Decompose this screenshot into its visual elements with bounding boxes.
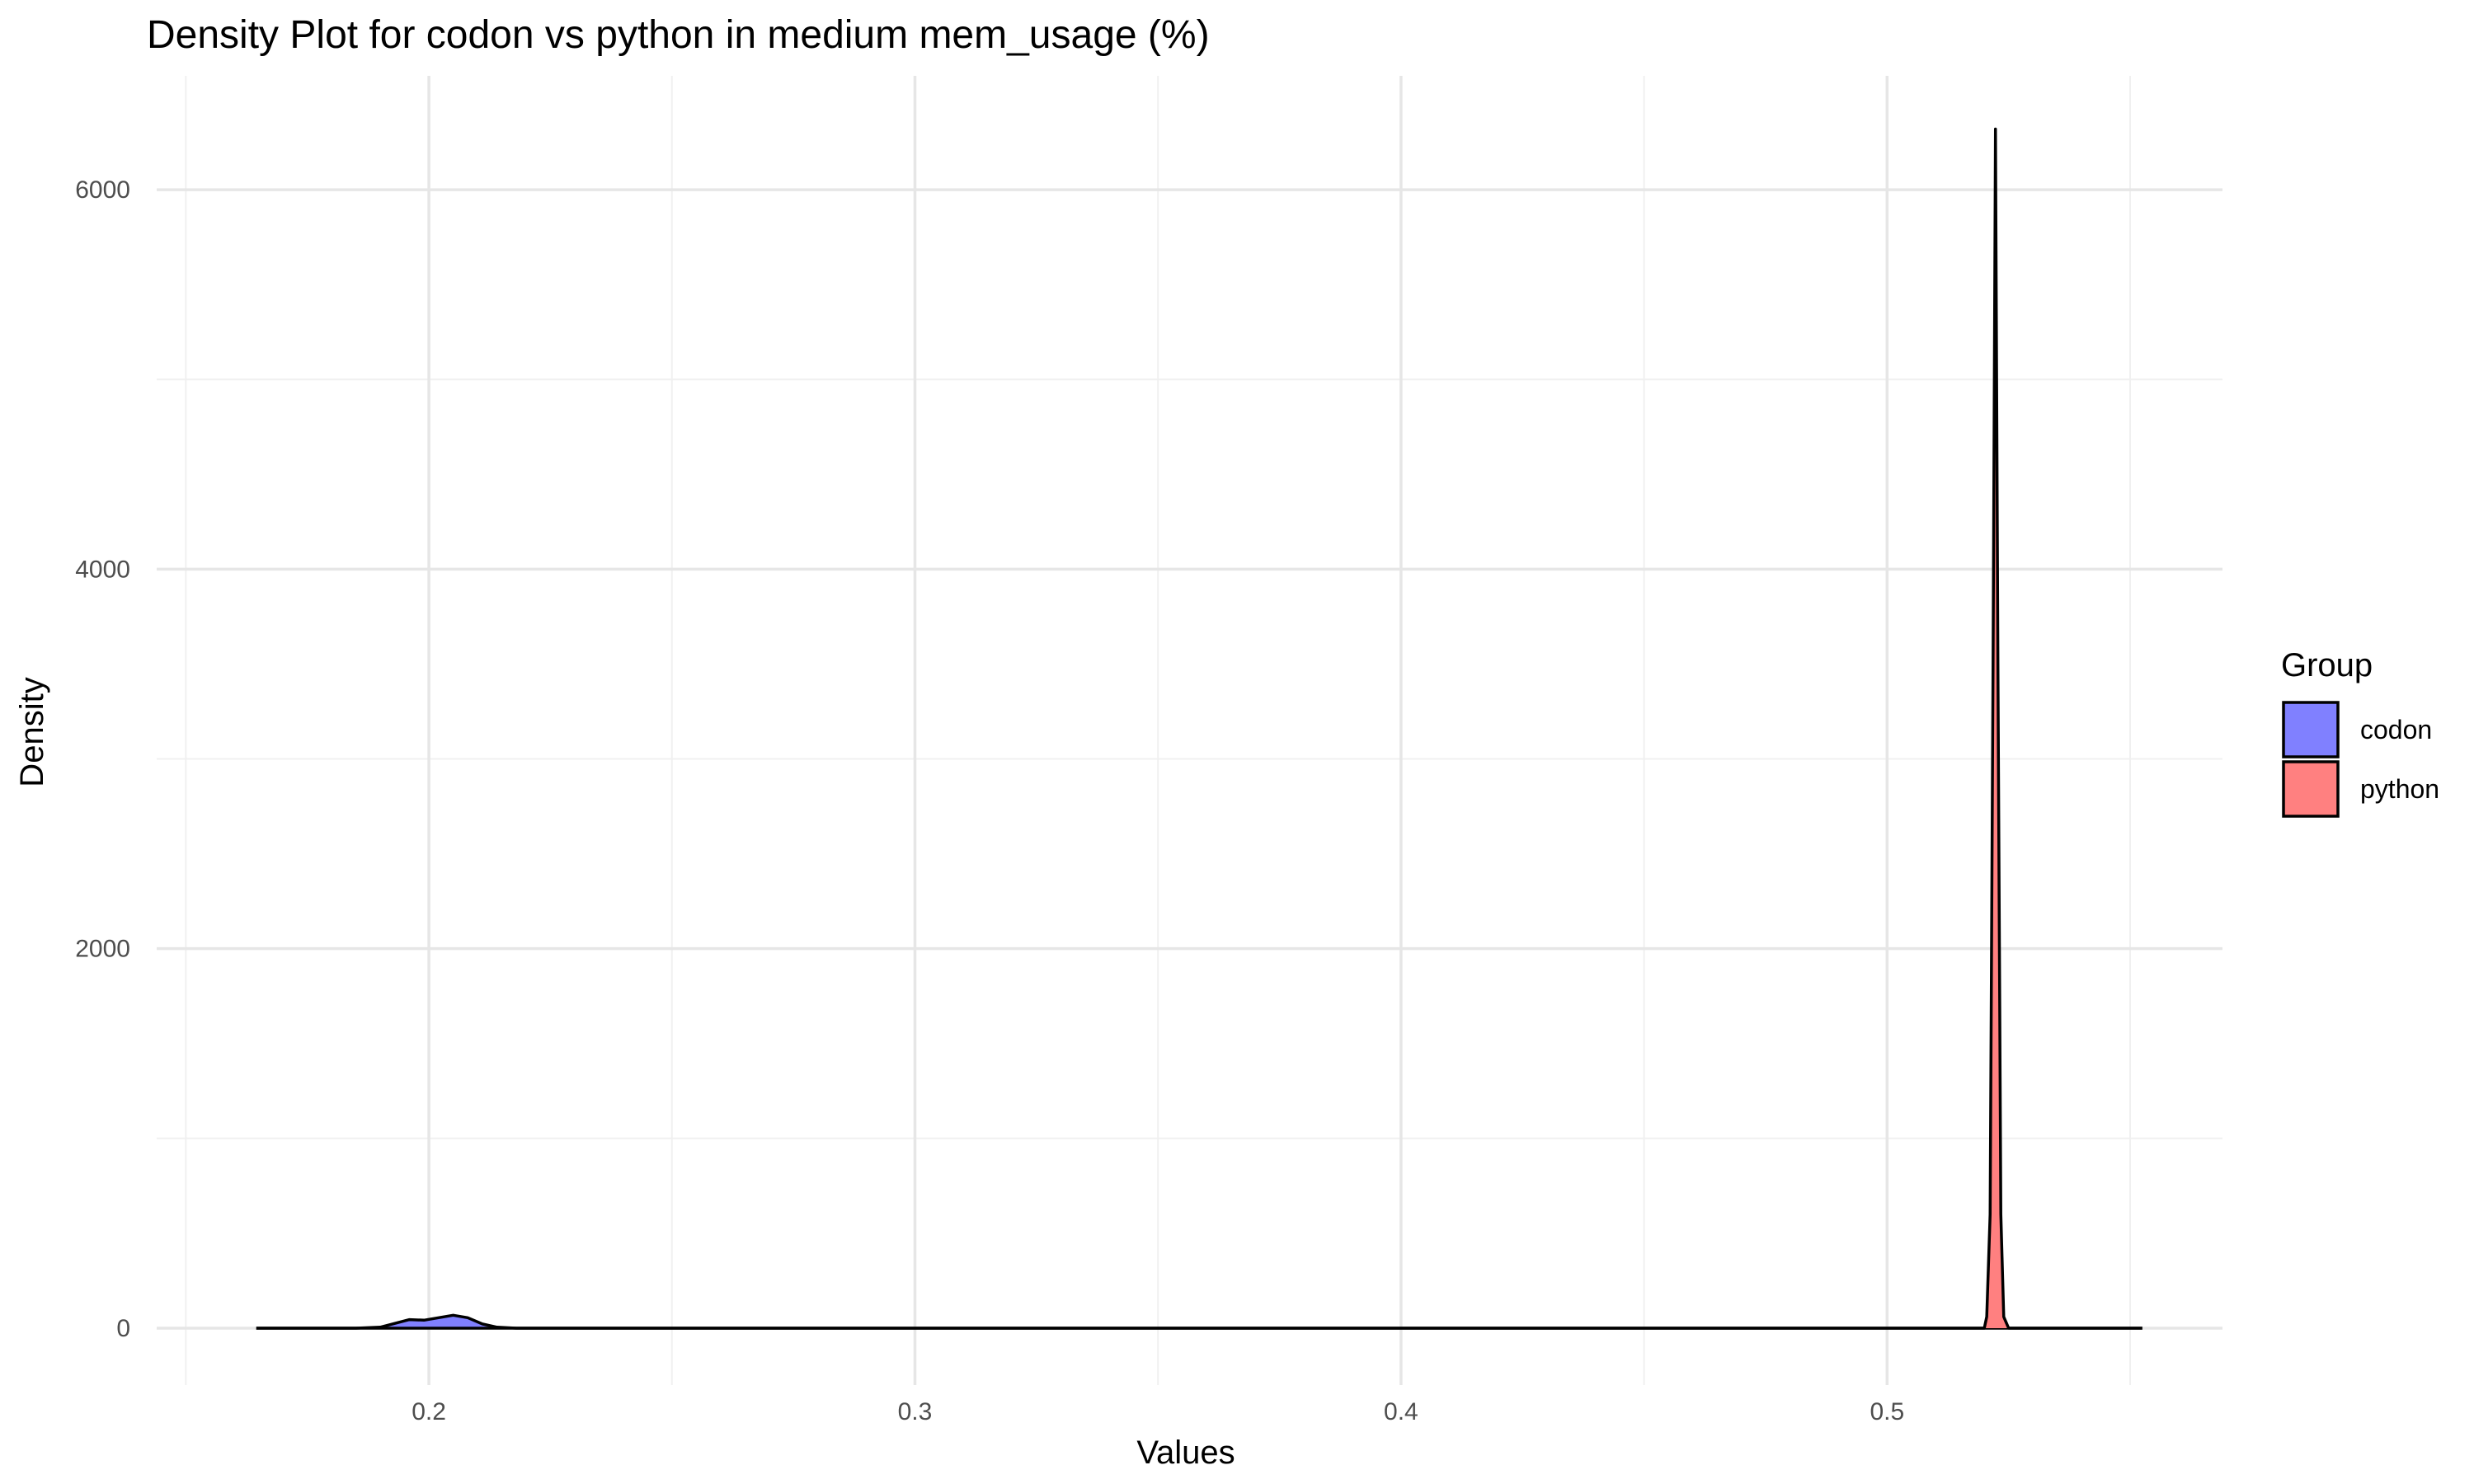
y-tick-label: 4000: [75, 556, 130, 583]
legend-key-python: [2282, 760, 2340, 818]
density-series: [256, 127, 2142, 1330]
y-tick-label: 6000: [75, 176, 130, 204]
chart-title: Density Plot for codon vs python in medi…: [147, 13, 1210, 57]
y-tick-label: 0: [116, 1315, 130, 1342]
x-tick-label: 0.2: [412, 1398, 446, 1425]
x-axis-label: Values: [1136, 1435, 1235, 1471]
x-tick-label: 0.3: [898, 1398, 933, 1425]
x-axis-tick-labels: 0.2 0.3 0.4 0.5: [412, 1398, 1904, 1425]
legend-title: Group: [2281, 647, 2373, 683]
legend-items: codon python: [2282, 701, 2439, 818]
legend-label-python: python: [2360, 774, 2439, 804]
y-axis-tick-labels: 0 2000 4000 6000: [75, 176, 130, 1342]
y-tick-label: 2000: [75, 936, 130, 963]
legend-label-codon: codon: [2360, 715, 2432, 744]
x-tick-label: 0.5: [1870, 1398, 1904, 1425]
density-line-python: [256, 127, 2142, 1330]
x-tick-label: 0.4: [1384, 1398, 1418, 1425]
minor-gridlines: [157, 76, 2222, 1385]
legend-key-codon: [2282, 701, 2340, 758]
y-axis-label: Density: [14, 677, 50, 787]
legend: Group codon python: [2281, 647, 2439, 818]
